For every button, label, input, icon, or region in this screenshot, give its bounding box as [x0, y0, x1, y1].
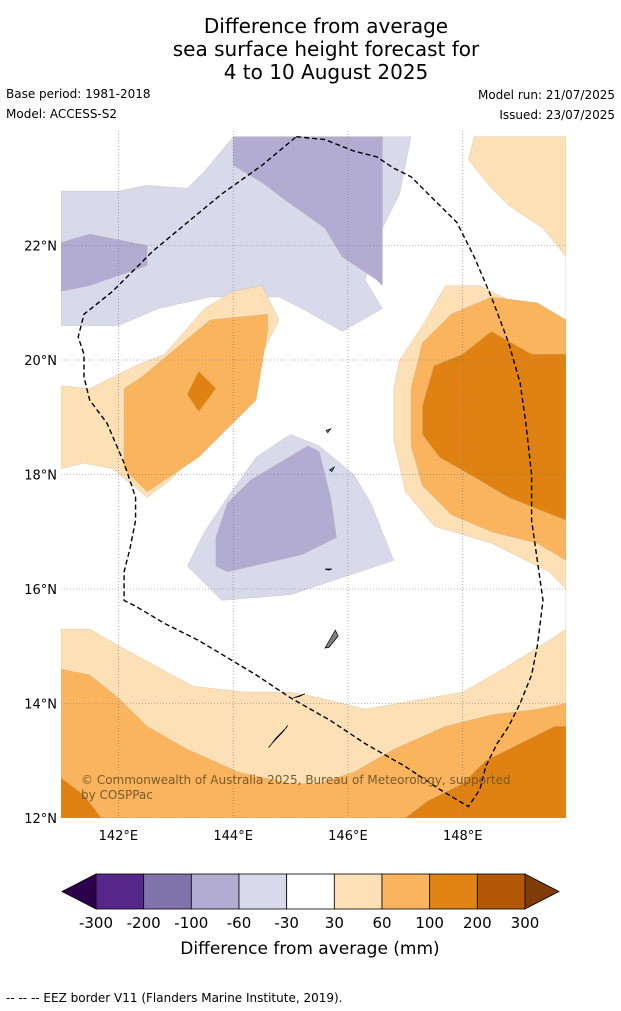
- contour-polygon: [215, 445, 337, 573]
- lat-tick-label: 20°N: [24, 354, 57, 369]
- colorbar-tick-label: -60: [227, 914, 252, 932]
- contour-polygon: [61, 233, 148, 292]
- colorbar-segment: [95, 873, 145, 910]
- lat-tick-label: 14°N: [24, 698, 57, 713]
- chart-title: Difference from average sea surface heig…: [0, 15, 621, 84]
- island: [293, 693, 306, 699]
- model-name: Model: ACCESS-S2: [6, 107, 118, 121]
- colorbar-segment: [476, 873, 526, 910]
- island: [325, 427, 332, 434]
- base-period: Base period: 1981-2018: [6, 87, 151, 101]
- colorbar-extend-low: [61, 873, 97, 910]
- colorbar-extend-high: [524, 873, 560, 910]
- colorbar-tick-label: -200: [127, 914, 161, 932]
- island: [328, 466, 336, 473]
- contour-level-4: [61, 331, 566, 818]
- colorbar-tick-label: 300: [511, 914, 540, 932]
- colorbar-segment: [286, 873, 335, 910]
- colorbar-segment: [429, 873, 478, 910]
- colorbar-tick-label: -300: [79, 914, 113, 932]
- lat-tick-label: 12°N: [24, 812, 57, 827]
- colorbar-tick-label: 30: [325, 914, 344, 932]
- model-run: Model run: 21/07/2025: [477, 88, 615, 102]
- colorbar-tick-label: 100: [415, 914, 444, 932]
- colorbar-tick-label: -30: [274, 914, 299, 932]
- lon-tick-label: 146°E: [328, 829, 368, 844]
- colorbar-segment: [190, 873, 240, 910]
- contour-polygon: [404, 726, 566, 818]
- title-line-1: Difference from average: [203, 14, 449, 38]
- lon-tick-label: 142°E: [99, 829, 139, 844]
- contour-polygon: [186, 370, 217, 412]
- island: [324, 629, 339, 649]
- eez-footnote: -- -- -- EEZ border V11 (Flanders Marine…: [6, 991, 343, 1005]
- contour-polygon: [422, 331, 566, 521]
- forecast-map: © Commonwealth of Australia 2025, Bureau…: [24, 131, 566, 844]
- contour-level-1: [61, 136, 383, 573]
- contour-polygon: [61, 136, 566, 818]
- title-line-2: sea surface height forecast for: [172, 37, 480, 61]
- colorbar-title: Difference from average (mm): [180, 939, 439, 959]
- contour-polygon: [61, 777, 102, 818]
- island: [268, 725, 289, 748]
- colorbar-tick-label: 60: [372, 914, 391, 932]
- colorbar-tick-label: 200: [463, 914, 492, 932]
- contour-polygon: [232, 136, 383, 287]
- contour-polygon: [61, 668, 566, 818]
- issued-date: Issued: 23/07/2025: [499, 108, 615, 122]
- colorbar-segment: [238, 873, 288, 910]
- lat-tick-label: 16°N: [24, 583, 57, 598]
- lat-tick-label: 18°N: [24, 469, 57, 484]
- colorbar-segment: [381, 873, 431, 910]
- colorbar-segment: [143, 873, 192, 910]
- lat-tick-label: 22°N: [24, 240, 57, 255]
- colorbar-segment: [333, 873, 383, 910]
- copyright-notice: © Commonwealth of Australia 2025, Bureau…: [81, 773, 511, 802]
- lon-tick-label: 144°E: [213, 829, 253, 844]
- colorbar-tick-label: -100: [174, 914, 208, 932]
- title-line-3: 4 to 10 August 2025: [223, 60, 429, 84]
- island: [324, 568, 333, 571]
- lon-tick-label: 148°E: [443, 829, 483, 844]
